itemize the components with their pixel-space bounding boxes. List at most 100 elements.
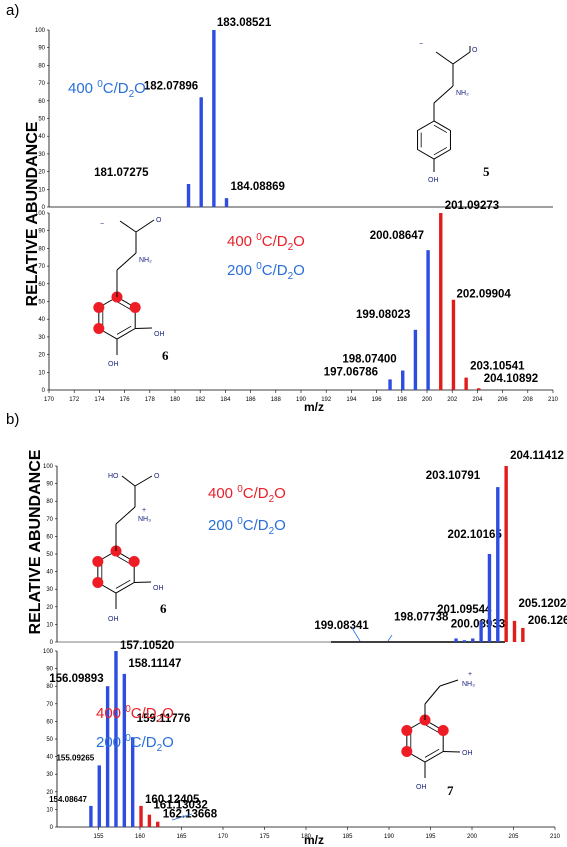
compound-number: 6 bbox=[162, 348, 169, 363]
y-tick-label: 40 bbox=[38, 134, 45, 140]
x-tick-label: 198 bbox=[397, 397, 408, 403]
x-tick-label: 175 bbox=[259, 834, 270, 840]
y-tick-label: 100 bbox=[35, 211, 46, 217]
x-tick-label: 202 bbox=[447, 397, 458, 403]
y-tick-label: 100 bbox=[35, 28, 46, 34]
deuterium-dot bbox=[437, 725, 449, 736]
bar bbox=[388, 379, 392, 390]
x-tick-label: 170 bbox=[44, 397, 55, 403]
double-bond bbox=[116, 325, 132, 335]
atom-label: NH₃ bbox=[138, 516, 151, 523]
deuterium-dot bbox=[128, 556, 140, 567]
x-tick-label: 200 bbox=[422, 397, 433, 403]
legend-label: 400 0C/D2O bbox=[68, 79, 146, 100]
y-tick-label: 0 bbox=[42, 205, 46, 211]
y-tick-label: 0 bbox=[50, 640, 54, 646]
x-tick-label: 192 bbox=[321, 397, 332, 403]
deuterium-dot bbox=[92, 556, 104, 567]
deuterium-dot bbox=[129, 302, 141, 313]
x-tick-label: 190 bbox=[384, 834, 395, 840]
bar bbox=[147, 814, 152, 827]
y-tick-label: 20 bbox=[46, 790, 53, 796]
x-tick-label: 182 bbox=[195, 397, 206, 403]
subplot-2: 0 10 20 30 40 50 60 70 80 90 100 198.07738 199.08341… bbox=[43, 450, 567, 646]
y-tick-label: 70 bbox=[46, 702, 53, 708]
bond bbox=[452, 51, 471, 65]
panel-letter-b: b) bbox=[6, 411, 19, 428]
bar bbox=[105, 686, 110, 827]
x-tick-label: 155 bbox=[93, 834, 104, 840]
legend-label: 200 0C/D2O bbox=[227, 261, 305, 282]
x-tick-label: 196 bbox=[372, 397, 383, 403]
legend-label: 400 0C/D2O bbox=[227, 232, 305, 253]
legend-label: 400 0C/D2O bbox=[208, 484, 286, 505]
bar bbox=[199, 97, 203, 207]
x-tick-label: 188 bbox=[271, 397, 282, 403]
bar bbox=[512, 620, 517, 642]
bar bbox=[156, 821, 160, 827]
charge-label: + bbox=[468, 671, 472, 678]
bar bbox=[122, 673, 127, 827]
data-label: 154.08647 bbox=[49, 795, 87, 804]
bond bbox=[443, 751, 461, 753]
data-label: 200.08647 bbox=[370, 230, 424, 242]
legend-label: 200 0C/D2O bbox=[208, 516, 286, 537]
bond bbox=[119, 220, 137, 233]
data-label: 201.09544 bbox=[437, 604, 492, 616]
x-tick-label: 174 bbox=[94, 397, 105, 403]
data-label: 206.12688 bbox=[528, 615, 567, 627]
x-tick-label: 176 bbox=[120, 397, 131, 403]
y-tick-label: 80 bbox=[38, 246, 45, 252]
bond bbox=[135, 219, 155, 233]
y-axis-label: RELATIVE ABUNDANCE bbox=[27, 449, 44, 634]
data-label: 182.07896 bbox=[144, 80, 198, 92]
x-tick-label: 185 bbox=[342, 834, 353, 840]
atom-label: OH bbox=[108, 616, 119, 623]
plots: 0102030405060708090100181.07275182.07896… bbox=[24, 17, 567, 847]
y-tick-label: 10 bbox=[38, 187, 45, 193]
compound-number: 7 bbox=[447, 783, 454, 798]
x-tick-label: 210 bbox=[548, 397, 559, 403]
y-tick-label: 60 bbox=[46, 534, 53, 540]
bar bbox=[114, 651, 118, 827]
double-bond bbox=[115, 579, 131, 589]
x-tick-label: 194 bbox=[346, 397, 357, 403]
charge-label: + bbox=[142, 507, 146, 514]
y-tick-label: 50 bbox=[46, 737, 53, 743]
x-tick-label: 160 bbox=[135, 834, 146, 840]
y-tick-label: 40 bbox=[46, 755, 53, 761]
atom-label: NH₂ bbox=[139, 257, 152, 264]
data-label: 157.10520 bbox=[120, 640, 174, 652]
bar bbox=[130, 737, 135, 827]
molecule-7 bbox=[401, 714, 449, 763]
data-label: 158.11147 bbox=[128, 658, 181, 670]
bar bbox=[186, 183, 191, 207]
atom-label: OH bbox=[416, 784, 427, 791]
bar bbox=[464, 377, 468, 390]
deuterium-dot bbox=[401, 746, 413, 757]
bond bbox=[116, 252, 137, 271]
data-label: 202.10165 bbox=[447, 529, 502, 541]
x-tick-label: 195 bbox=[425, 834, 436, 840]
y-tick-label: 70 bbox=[38, 264, 45, 270]
data-label: 156.09893 bbox=[49, 673, 103, 685]
bar bbox=[413, 329, 418, 390]
x-tick-label: 206 bbox=[498, 397, 509, 403]
data-label: 181.07275 bbox=[94, 167, 149, 179]
deuterium-dot bbox=[93, 323, 105, 334]
bar bbox=[89, 805, 93, 827]
y-tick-label: 10 bbox=[46, 807, 53, 813]
x-tick-label: 180 bbox=[170, 397, 181, 403]
y-tick-label: 50 bbox=[46, 552, 53, 558]
bond bbox=[134, 581, 152, 583]
data-label: 198.07400 bbox=[342, 354, 396, 366]
molecule-5 bbox=[417, 120, 451, 160]
data-label: 201.09273 bbox=[445, 200, 499, 212]
bar bbox=[97, 765, 101, 827]
bar bbox=[439, 213, 443, 390]
data-label: 205.12024 bbox=[518, 598, 567, 610]
molecule-6b bbox=[92, 545, 140, 594]
x-tick-label: 184 bbox=[220, 397, 231, 403]
bond bbox=[121, 475, 136, 487]
